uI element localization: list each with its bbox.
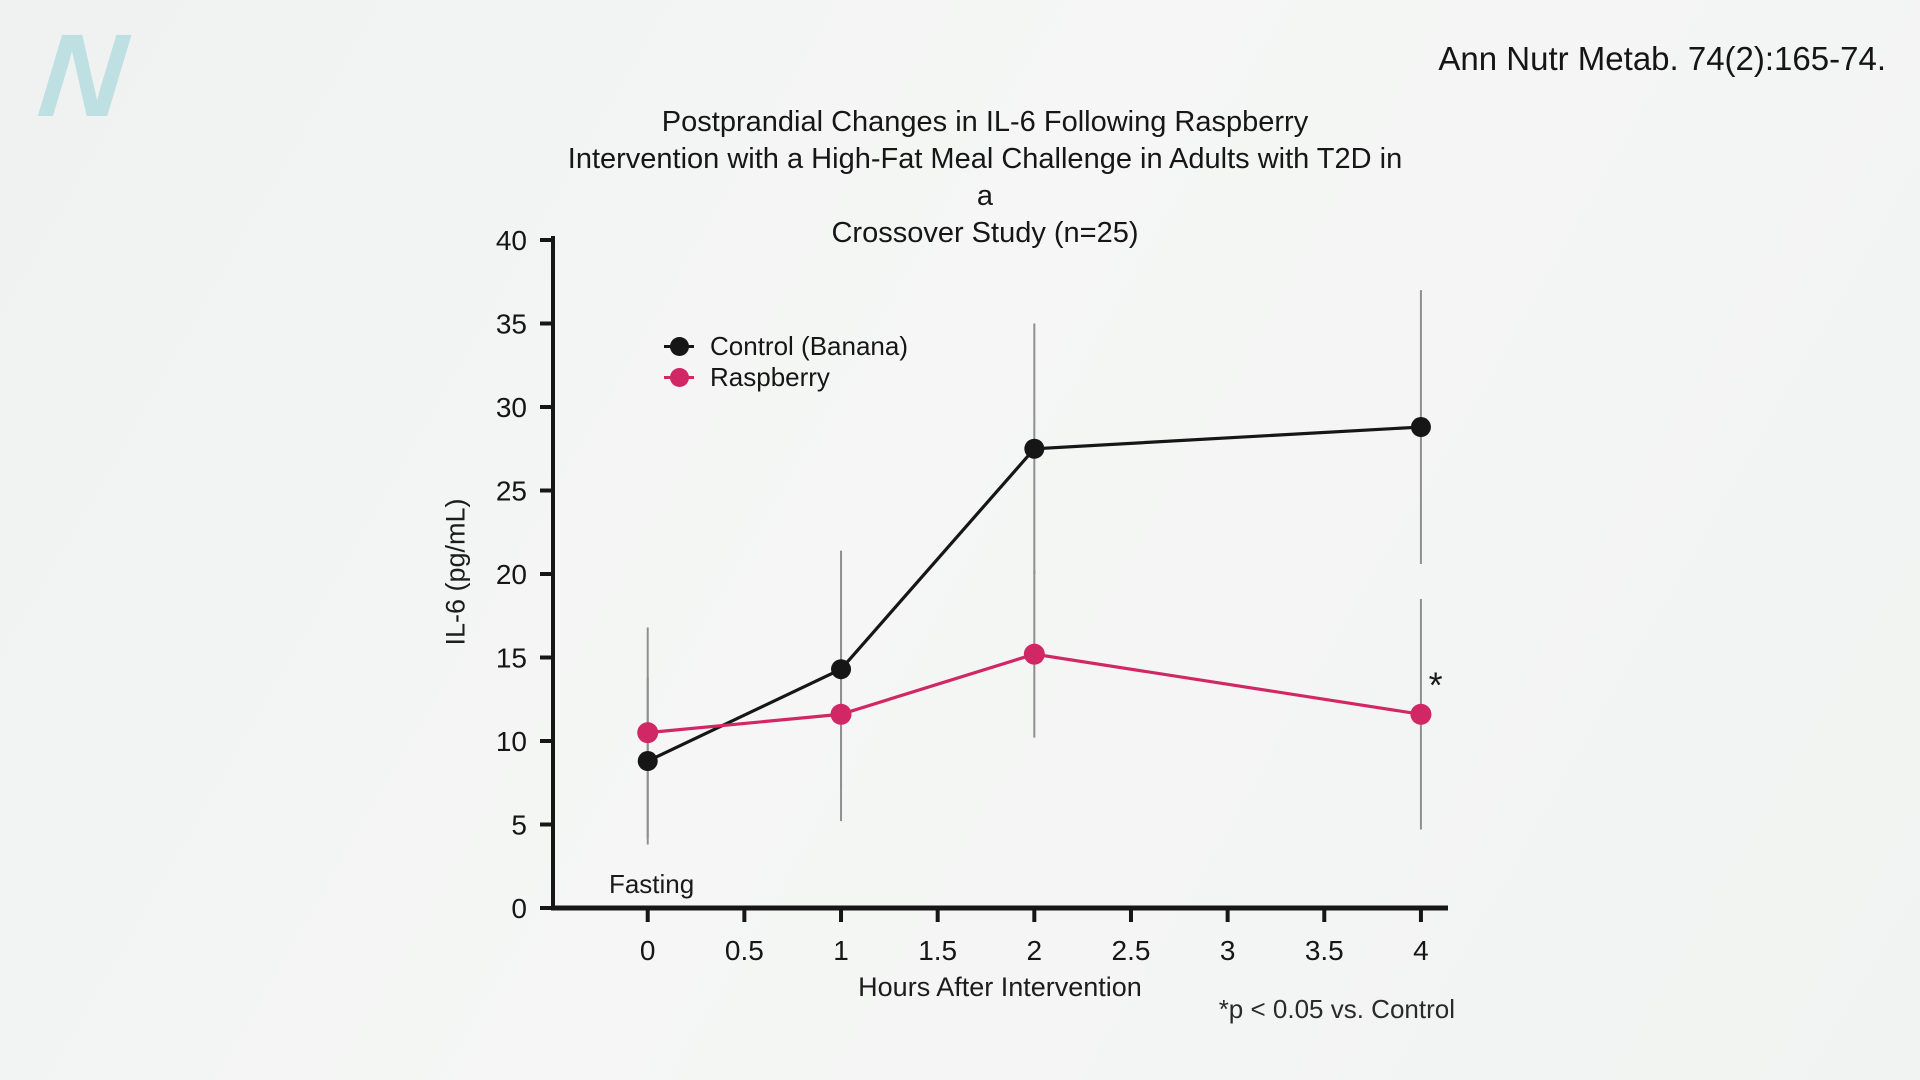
x-tick-label: 4 [1413,935,1429,966]
annotation-fasting: Fasting [609,869,694,899]
x-tick-label: 0.5 [725,935,764,966]
x-tick-label: 2.5 [1112,935,1151,966]
x-tick-label: 1 [833,935,849,966]
y-axis-label: IL-6 (pg/mL) [440,498,471,646]
data-point-0-1 [831,659,852,680]
data-point-1-2 [1023,643,1045,665]
data-point-1-1 [830,703,852,725]
chart-title: Postprandial Changes in IL-6 Following R… [560,104,1410,252]
y-tick-label: 0 [511,893,527,924]
x-tick-label: 1.5 [918,935,957,966]
annotation-star: * [1429,665,1443,706]
data-point-1-3 [1410,703,1432,725]
x-tick-label: 3.5 [1305,935,1344,966]
y-tick-label: 10 [496,726,527,757]
legend-item-control: Control (Banana) [664,331,908,362]
y-tick-label: 15 [496,643,527,674]
series-line-1 [647,652,1422,735]
control-series-marker-icon [664,337,694,356]
y-tick-label: 20 [496,559,527,590]
x-tick-label: 2 [1027,935,1043,966]
y-tick-label: 35 [496,309,527,340]
chart-title-line-1: Postprandial Changes in IL-6 Following R… [661,106,1309,138]
data-point-1-0 [637,722,659,744]
series-line-0 [647,425,1422,763]
y-tick-label: 25 [496,476,527,507]
y-tick-label: 40 [496,225,527,256]
chart-legend: Control (Banana) Raspberry [664,331,908,393]
chart-title-line-3: Crossover Study (n=25) [831,217,1139,249]
legend-label-control: Control (Banana) [710,331,908,361]
citation-text: Ann Nutr Metab. 74(2):165-74. [1438,40,1886,77]
data-point-0-3 [1410,417,1431,438]
x-axis-label: Hours After Intervention [858,972,1142,1002]
y-tick-label: 5 [511,810,527,841]
x-tick-label: 3 [1220,935,1236,966]
significance-footnote: *p < 0.05 vs. Control [1218,994,1455,1024]
legend-item-raspberry: Raspberry [664,362,908,393]
legend-label-raspberry: Raspberry [710,362,830,392]
chart-title-line-2: Intervention with a High-Fat Meal Challe… [567,143,1403,212]
x-tick-label: 0 [640,935,656,966]
y-tick-label: 30 [496,392,527,423]
data-point-0-0 [637,751,658,772]
raspberry-series-marker-icon [664,368,694,387]
data-point-0-2 [1024,438,1045,459]
